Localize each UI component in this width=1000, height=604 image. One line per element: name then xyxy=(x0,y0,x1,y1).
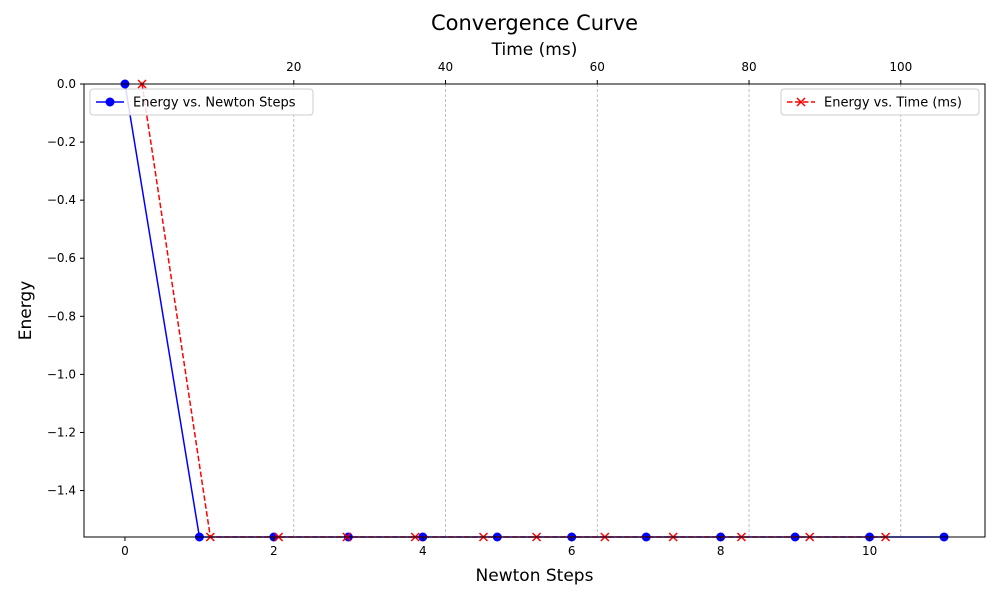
y-axis-tick-label: −0.6 xyxy=(47,251,76,265)
legend-box xyxy=(89,88,314,116)
y-axis-tick-label: −1.0 xyxy=(47,367,76,381)
legend-label: Energy vs. Newton Steps xyxy=(133,96,296,111)
y-axis-title: Energy xyxy=(16,281,36,341)
chart-title: Convergence Curve xyxy=(431,11,638,35)
y-axis-tick-label: −0.4 xyxy=(47,193,76,207)
y-axis-tick-label: −1.2 xyxy=(47,425,76,439)
x-axis-title: Newton Steps xyxy=(476,566,594,586)
top-axis-tick-label: 40 xyxy=(438,60,453,74)
legend-right: Energy vs. Time (ms) xyxy=(780,88,980,116)
x-axis-tick-label: 8 xyxy=(717,544,725,558)
legend-marker-stroke xyxy=(796,97,806,107)
legend-marker xyxy=(796,97,806,107)
x-axis-tick-label: 6 xyxy=(568,544,576,558)
y-axis-tick-label: −0.8 xyxy=(47,309,76,323)
top-axis-tick-label: 20 xyxy=(286,60,301,74)
top-axis-title: Time (ms) xyxy=(491,40,578,60)
top-axis-tick-label: 60 xyxy=(590,60,605,74)
grid-layer xyxy=(293,84,902,537)
y-axis-tick-label: −0.2 xyxy=(47,135,76,149)
x-axis-tick-label: 4 xyxy=(419,544,427,558)
top-axis-tick-label: 100 xyxy=(889,60,912,74)
legend-marker xyxy=(105,97,115,107)
legend-left: Energy vs. Newton Steps xyxy=(89,88,314,116)
legend-box xyxy=(780,88,980,116)
top-axis-tick-label: 80 xyxy=(741,60,756,74)
axes-layer: 20 40 60 80 100 0 2 4 6 8 10 0.0 −0.2 −0.4 −0.6 −0.8 −1.… xyxy=(47,60,912,558)
y-axis-tick-label: −1.4 xyxy=(47,484,76,498)
legend-label: Energy vs. Time (ms) xyxy=(824,96,962,111)
x-axis-tick-label: 10 xyxy=(862,544,877,558)
plot-area-frame xyxy=(83,83,986,538)
x-axis-tick-label: 2 xyxy=(270,544,278,558)
y-axis-tick-label: 0.0 xyxy=(57,77,76,91)
x-axis-tick-label: 0 xyxy=(121,544,129,558)
